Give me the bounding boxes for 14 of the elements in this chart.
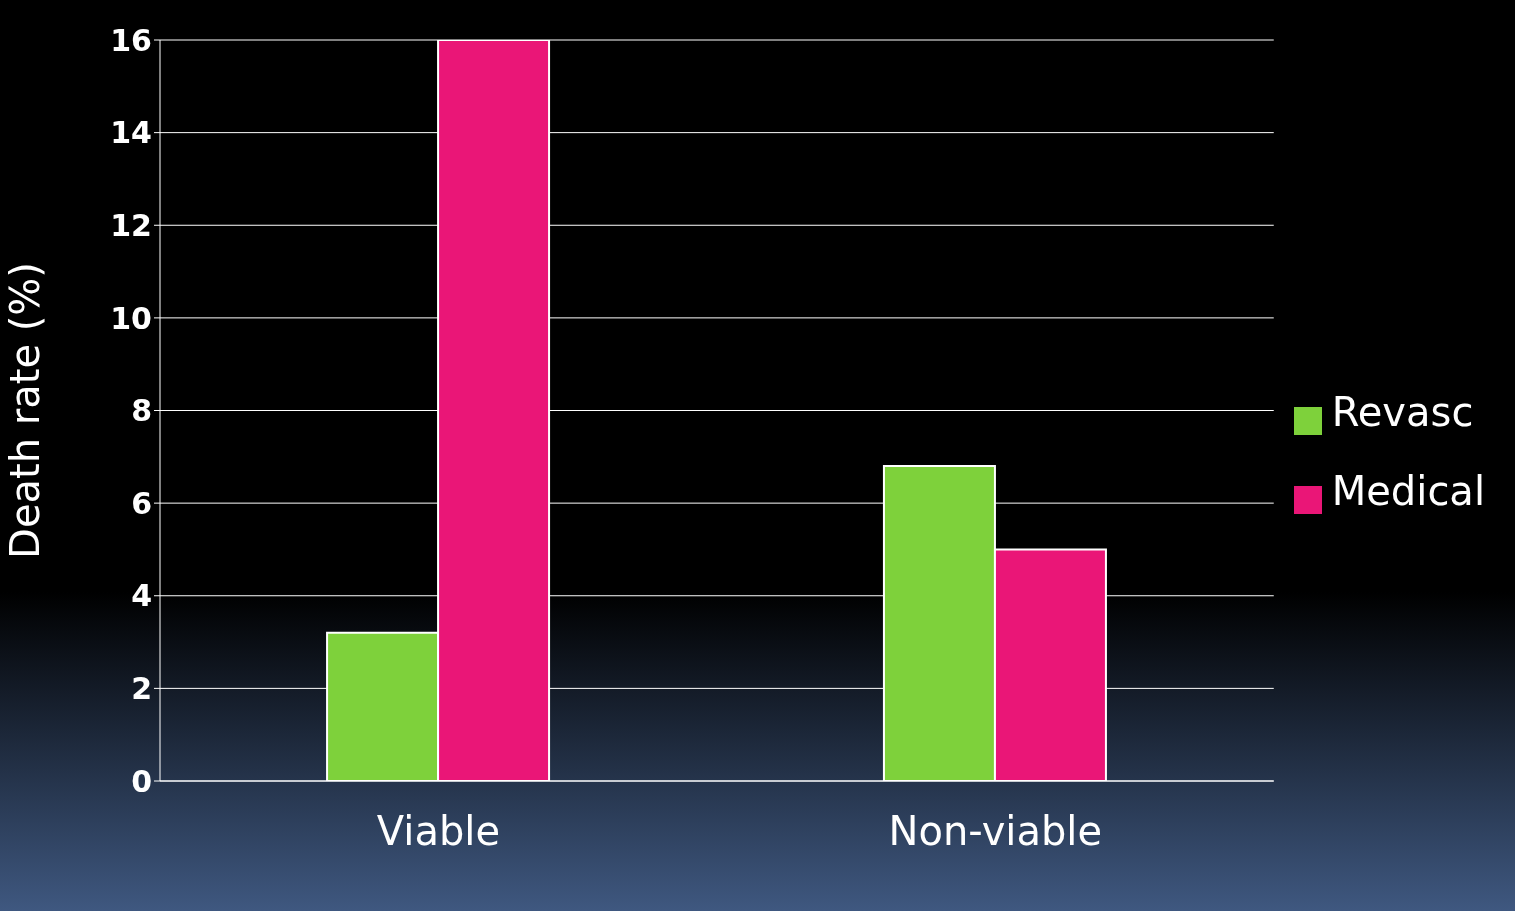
y-tick-label: 10 (110, 300, 152, 336)
y-tick-label: 2 (131, 671, 152, 707)
y-tick-label: 8 (131, 393, 152, 429)
legend-label: Medical (1331, 467, 1485, 514)
y-tick-label: 6 (131, 485, 152, 521)
x-tick-label: Viable (376, 808, 501, 855)
y-tick-label: 14 (110, 115, 152, 151)
y-tick-label: 12 (110, 207, 152, 243)
y-axis-title: Death rate (%) (2, 262, 49, 559)
y-tick-label: 16 (110, 22, 152, 58)
x-tick-label: Non-viable (888, 808, 1103, 855)
y-tick-label: 0 (131, 763, 152, 799)
legend-label: Revasc (1331, 388, 1474, 435)
y-tick-label: 4 (131, 578, 152, 614)
